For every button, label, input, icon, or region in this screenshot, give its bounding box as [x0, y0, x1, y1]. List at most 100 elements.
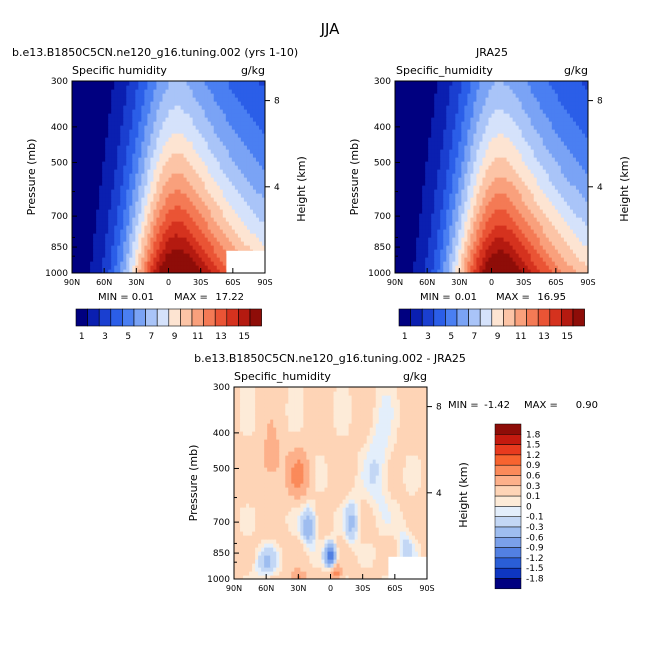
- heatmap-cell: [503, 173, 508, 178]
- heatmap-cell: [243, 89, 248, 94]
- heatmap-cell: [410, 217, 414, 222]
- heatmap-cell: [144, 237, 148, 242]
- heatmap-cell: [407, 165, 411, 170]
- heatmap-cell: [503, 253, 508, 258]
- heatmap-cell: [515, 209, 520, 214]
- heatmap-cell: [249, 153, 254, 158]
- heatmap-cell: [533, 189, 538, 194]
- heatmap-cell: [434, 189, 438, 194]
- heatmap-cell: [551, 261, 556, 266]
- heatmap-cell: [261, 125, 265, 130]
- heatmap-cell: [446, 221, 450, 226]
- heatmap-cell: [213, 129, 218, 134]
- units-label: g/kg: [241, 64, 265, 77]
- heatmap-cell: [446, 209, 450, 214]
- heatmap-cell: [548, 237, 553, 242]
- heatmap-cell: [120, 209, 124, 214]
- heatmap-cell: [530, 233, 535, 238]
- heatmap-cell: [162, 257, 167, 262]
- heatmap-cell: [506, 205, 511, 210]
- heatmap-cell: [129, 185, 133, 190]
- heatmap-cell: [84, 109, 88, 114]
- heatmap-cell: [168, 225, 173, 230]
- heatmap-cell: [470, 225, 475, 230]
- heatmap-cell: [437, 241, 441, 246]
- heatmap-cell: [509, 213, 514, 218]
- heatmap-cell: [446, 229, 450, 234]
- heatmap-cell: [186, 145, 191, 150]
- heatmap-cell: [87, 169, 91, 174]
- heatmap-cell: [114, 85, 118, 90]
- heatmap-cell: [189, 157, 194, 162]
- heatmap-cell: [560, 213, 565, 218]
- heatmap-cell: [114, 145, 118, 150]
- heatmap-cell: [153, 101, 158, 106]
- heatmap-cell: [99, 177, 103, 182]
- heatmap-cell: [473, 229, 478, 234]
- heatmap-cell: [105, 257, 109, 262]
- heatmap-cell: [195, 237, 200, 242]
- heatmap-cell: [171, 241, 176, 246]
- heatmap-cell: [536, 213, 541, 218]
- heatmap-cell: [93, 141, 97, 146]
- heatmap-cell: [126, 141, 130, 146]
- heatmap-cell: [105, 217, 109, 222]
- heatmap-cell: [93, 93, 97, 98]
- heatmap-cell: [470, 269, 475, 273]
- heatmap-cell: [180, 205, 185, 210]
- heatmap-cell: [90, 185, 94, 190]
- heatmap-cell: [455, 221, 459, 226]
- heatmap-cell: [210, 125, 215, 130]
- heatmap-cell: [138, 189, 142, 194]
- heatmap-cell: [413, 269, 417, 273]
- heatmap-cell: [96, 185, 100, 190]
- heatmap-cell: [428, 249, 432, 254]
- heatmap-cell: [422, 165, 426, 170]
- heatmap-cell: [404, 265, 408, 270]
- heatmap-cell: [78, 201, 82, 206]
- heatmap-cell: [108, 117, 112, 122]
- heatmap-cell: [497, 261, 502, 266]
- heatmap-cell: [183, 117, 188, 122]
- heatmap-cell: [407, 197, 411, 202]
- heatmap-cell: [141, 85, 145, 90]
- heatmap-cell: [500, 157, 505, 162]
- heatmap-cell: [518, 257, 523, 262]
- heatmap-cell: [174, 257, 179, 262]
- heatmap-cell: [491, 197, 496, 202]
- heatmap-cell: [488, 189, 493, 194]
- heatmap-cell: [228, 213, 233, 218]
- heatmap-cell: [455, 225, 459, 230]
- heatmap-cell: [108, 217, 112, 222]
- heatmap-cell: [180, 253, 185, 258]
- heatmap-cell: [428, 185, 432, 190]
- heatmap-cell: [428, 245, 432, 250]
- heatmap-cell: [156, 157, 161, 162]
- heatmap-cell: [177, 249, 182, 254]
- heatmap-cell: [482, 169, 487, 174]
- heatmap-cell: [419, 197, 423, 202]
- heatmap-cell: [572, 177, 577, 182]
- heatmap-cell: [216, 197, 221, 202]
- heatmap-cell: [102, 225, 106, 230]
- heatmap-cell: [81, 97, 85, 102]
- heatmap-cell: [105, 97, 109, 102]
- heatmap-cell: [132, 181, 136, 186]
- heatmap-cell: [84, 169, 88, 174]
- heatmap-cell: [506, 265, 511, 270]
- heatmap-cell: [530, 217, 535, 222]
- heatmap-cell: [557, 189, 562, 194]
- heatmap-cell: [93, 81, 97, 86]
- heatmap-cell: [443, 225, 447, 230]
- heatmap-cell: [189, 249, 194, 254]
- heatmap-cell: [153, 161, 158, 166]
- heatmap-cell: [159, 213, 164, 218]
- heatmap-cell: [395, 153, 399, 158]
- heatmap-cell: [135, 225, 139, 230]
- heatmap-cell: [180, 209, 185, 214]
- heatmap-cell: [410, 257, 414, 262]
- heatmap-cell: [413, 189, 417, 194]
- heatmap-cell: [165, 269, 170, 273]
- heatmap-cell: [524, 161, 529, 166]
- heatmap-cell: [410, 189, 414, 194]
